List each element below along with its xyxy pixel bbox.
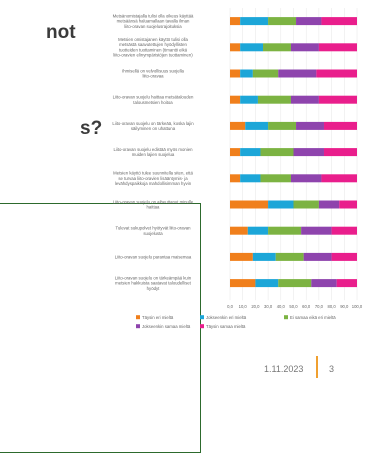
- category-label: Metsien käyttö tulee suunnitella siten, …: [113, 171, 193, 186]
- bar-segment: [296, 17, 321, 25]
- legend-swatch: [136, 324, 140, 328]
- bar-segment: [268, 227, 301, 235]
- legend-label: Täysin eri mieltä: [142, 315, 174, 320]
- bar-segment: [319, 96, 357, 104]
- category-label: Tulevat sukupolvet hyötyvät liito-oravan…: [115, 226, 191, 236]
- bar-segment: [240, 43, 263, 51]
- bar-segment: [321, 174, 357, 182]
- x-tick-label: 50,0: [289, 304, 298, 309]
- category-label: Liito-oravan suojelu haittaa metsätaloud…: [113, 95, 194, 105]
- bar-segment: [339, 201, 357, 209]
- bar-segment: [319, 201, 339, 209]
- bar-segment: [260, 148, 293, 156]
- footer-date: 1.11.2023: [264, 364, 303, 374]
- bar-segment: [291, 43, 319, 51]
- category-label: Liito-oravan suojelu parantaa maisemaa: [115, 254, 192, 259]
- bar-segment: [324, 122, 357, 130]
- bar-segment: [245, 122, 268, 130]
- bar-segment: [337, 279, 357, 287]
- legend-swatch: [200, 315, 204, 319]
- bar-segment: [304, 253, 332, 261]
- bar-segment: [230, 43, 240, 51]
- bar-segment: [230, 122, 245, 130]
- bar-segment: [230, 201, 268, 209]
- category-label: Metsien omistajanen käyttö tulisi olla me…: [113, 37, 193, 58]
- bar-segment: [332, 253, 357, 261]
- stacked-bar-chart: Metsänomistajalla tulisi olla oikeus käy…: [78, 0, 379, 408]
- legend-swatch: [284, 315, 288, 319]
- bar-segment: [319, 43, 357, 51]
- x-tick-label: 80,0: [328, 304, 337, 309]
- bar-segment: [240, 148, 260, 156]
- bar-segment: [268, 122, 296, 130]
- x-tick-label: 60,0: [302, 304, 311, 309]
- legend-label: Ei samaa eikä eri mieltä: [290, 315, 336, 320]
- bar-segment: [240, 174, 260, 182]
- bar-segment: [324, 148, 357, 156]
- x-tick-label: 0,0: [227, 304, 233, 309]
- page-number: 3: [329, 364, 334, 374]
- x-tick-label: 10,0: [239, 304, 248, 309]
- footer-separator: [316, 356, 318, 378]
- legend-swatch: [136, 315, 140, 319]
- category-label: Metsänomistajalla tulisi olla oikeus käy…: [113, 13, 194, 28]
- bar-segment: [332, 227, 357, 235]
- bar-segment: [260, 174, 290, 182]
- bar-segment: [240, 96, 258, 104]
- bar-segment: [230, 96, 240, 104]
- x-tick-label: 30,0: [264, 304, 273, 309]
- legend-swatch: [200, 324, 204, 328]
- x-tick-label: 40,0: [277, 304, 286, 309]
- category-label: Liito-oravan suojelu on tärkeää, koska l…: [112, 121, 194, 131]
- bar-segment: [230, 70, 240, 78]
- category-label: Liito-oravan suojelu on aiheuttanut minu…: [113, 199, 194, 209]
- bar-segment: [230, 253, 253, 261]
- bar-segment: [230, 174, 240, 182]
- bar-segment: [316, 70, 357, 78]
- bar-segment: [248, 227, 268, 235]
- bar-segment: [253, 70, 278, 78]
- category-label: Liito-oravan suojelu on tärkeämpää kuin m…: [115, 275, 192, 290]
- bar-segment: [240, 17, 268, 25]
- bar-segment: [240, 70, 253, 78]
- bar-segment: [230, 148, 240, 156]
- bar-segment: [268, 17, 296, 25]
- bar-segment: [230, 17, 240, 25]
- x-tick-label: 70,0: [315, 304, 324, 309]
- bar-segment: [301, 227, 331, 235]
- bar-segment: [278, 279, 311, 287]
- x-tick-label: 90,0: [340, 304, 349, 309]
- x-tick-label: 20,0: [251, 304, 260, 309]
- bar-segment: [278, 70, 316, 78]
- bar-segment: [321, 17, 357, 25]
- legend-label: Jokseenkin eri mieltä: [206, 315, 247, 320]
- bar-segment: [311, 279, 336, 287]
- bar-segment: [263, 43, 291, 51]
- x-tick-label: 100,0: [352, 304, 363, 309]
- chart-area: Metsänomistajalla tulisi olla oikeus käy…: [78, 0, 379, 408]
- bar-segment: [230, 279, 255, 287]
- bar-segment: [268, 201, 293, 209]
- legend-label: Jokseenkin samaa mieltä: [142, 324, 191, 329]
- category-label: Liito-oravan suojelu edistää myös monien…: [113, 147, 193, 157]
- legend-label: Täysin samaa mieltä: [206, 324, 246, 329]
- bar-segment: [230, 227, 248, 235]
- bar-segment: [294, 201, 319, 209]
- bar-segment: [276, 253, 304, 261]
- bar-segment: [253, 253, 276, 261]
- heading-fragment-1: not: [46, 22, 76, 44]
- category-label: Ihmisellä on velvollisuus suojella liito-…: [122, 68, 184, 78]
- bar-segment: [294, 148, 324, 156]
- bar-segment: [258, 96, 291, 104]
- bar-segment: [291, 96, 319, 104]
- bar-segment: [255, 279, 278, 287]
- bar-segment: [296, 122, 324, 130]
- bar-segment: [291, 174, 321, 182]
